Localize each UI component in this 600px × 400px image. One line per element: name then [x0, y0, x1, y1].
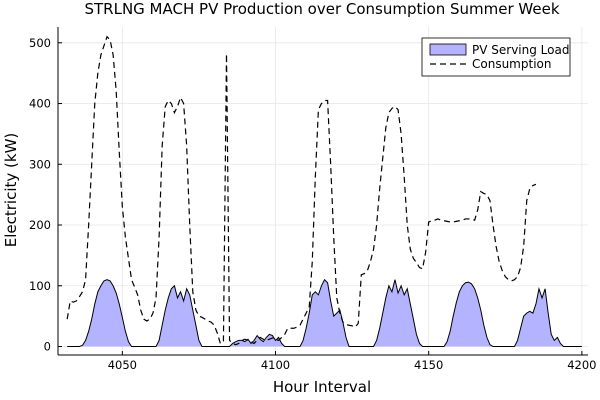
y-tick-label: 0 — [44, 339, 51, 353]
x-tick-label: 4150 — [414, 358, 443, 372]
y-axis-label: Electricity (kW) — [2, 133, 20, 248]
axes — [57, 27, 588, 356]
tick-labels: 4050 4100 4150 4200 0 100 200 300 400 500 — [29, 36, 596, 372]
y-tick-label: 500 — [29, 36, 51, 50]
y-tick-label: 400 — [29, 97, 51, 111]
x-axis-label: Hour Interval — [273, 378, 371, 396]
x-tick-label: 4200 — [567, 358, 596, 372]
x-tick-label: 4100 — [261, 358, 290, 372]
y-tick-label: 200 — [29, 218, 51, 232]
y-tick-label: 300 — [29, 157, 51, 171]
legend: PV Serving Load Consumption — [421, 37, 571, 77]
x-tick-label: 4050 — [108, 358, 137, 372]
legend-swatch-pv-serving-load — [429, 43, 467, 56]
y-tick-label: 100 — [29, 279, 51, 293]
series-line-consumption — [66, 35, 537, 346]
chart-title: STRLNG MACH PV Production over Consumpti… — [84, 0, 559, 18]
legend-label-pv-serving-load: PV Serving Load — [472, 43, 569, 57]
series-layer — [66, 35, 582, 347]
series-area-pv-serving-load — [67, 279, 582, 347]
legend-label-consumption: Consumption — [472, 57, 551, 71]
series-outline-pv-serving-load — [67, 278, 582, 347]
